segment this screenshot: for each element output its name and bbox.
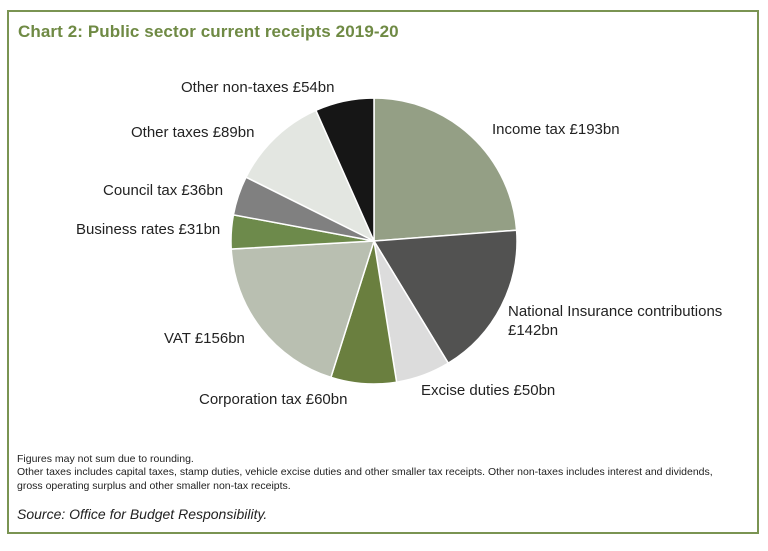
slice-label: Excise duties £50bn — [421, 382, 556, 399]
pie-slice — [230, 240, 376, 379]
note-rounding: Figures may not sum due to rounding. — [17, 453, 194, 465]
pie-slice — [373, 97, 518, 242]
chart-title: Chart 2: Public sector current receipts … — [18, 22, 399, 41]
slice-label: Other non-taxes £54bn — [181, 79, 335, 96]
source-text: Source: Office for Budget Responsibility… — [17, 506, 268, 522]
slice-label: Other taxes £89bn — [131, 124, 255, 141]
slice-label: Business rates £31bn — [76, 221, 221, 238]
slice-label: Council tax £36bn — [103, 182, 224, 199]
slice-label: National Insurance contributions £142bn — [508, 303, 723, 339]
slice-label: Corporation tax £60bn — [199, 391, 348, 408]
chart-frame — [7, 10, 759, 534]
note-definitions: Other taxes includes capital taxes, stam… — [17, 466, 713, 492]
pie-slice — [245, 109, 376, 243]
slice-label: Income tax £193bn — [492, 121, 620, 138]
pie-slice — [372, 229, 518, 365]
slice-label: VAT £156bn — [164, 330, 245, 347]
pie-slice — [314, 97, 375, 242]
